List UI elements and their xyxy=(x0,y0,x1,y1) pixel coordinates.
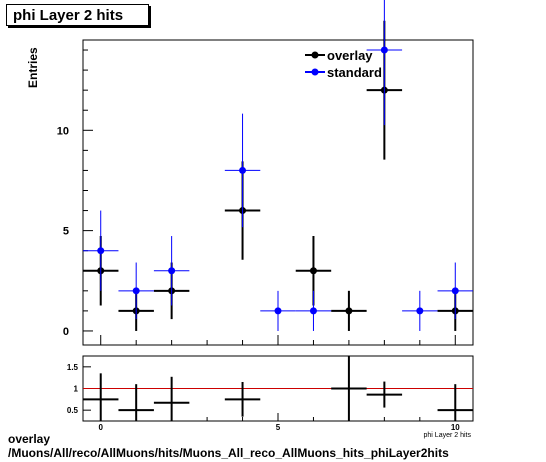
chart-title: phi Layer 2 hits xyxy=(6,4,149,26)
ratio-x-tick-label: 10 xyxy=(451,423,460,432)
overlay-point xyxy=(309,267,317,275)
standard-point xyxy=(451,287,459,295)
standard-point xyxy=(168,267,176,275)
ratio-axes: 0.5 1 1.5 0 5 10 xyxy=(67,363,473,432)
legend-marker xyxy=(311,51,319,59)
ratio-y-tick-label: 0.5 xyxy=(67,406,79,415)
standard-point xyxy=(380,46,388,54)
legend: overlay standard xyxy=(305,48,382,80)
ratio-y-tick-label: 1 xyxy=(74,385,79,394)
main-axes: 0 5 10 xyxy=(57,49,456,345)
y-tick-label: 5 xyxy=(63,226,69,238)
y-axis-label: Entries xyxy=(26,47,40,88)
x-axis-label: phi Layer 2 hits xyxy=(424,432,472,439)
ratio-x-tick-label: 0 xyxy=(99,423,104,432)
footer-line-1: overlay xyxy=(8,432,51,446)
standard-point xyxy=(239,166,247,174)
y-tick-label: 10 xyxy=(57,125,69,137)
ratio-y-tick-label: 1.5 xyxy=(67,363,79,372)
overlay-point xyxy=(345,307,353,315)
standard-point xyxy=(416,307,424,315)
standard-point xyxy=(132,287,140,295)
ratio-series-layer xyxy=(83,356,473,421)
footer-line-2: /Muons/All/reco/AllMuons/hits/Muons_All_… xyxy=(8,446,449,460)
standard-point xyxy=(97,247,105,255)
main-series-layer xyxy=(83,0,473,331)
legend-label: overlay xyxy=(327,48,373,63)
standard-point xyxy=(309,307,317,315)
standard-point xyxy=(274,307,282,315)
legend-label: standard xyxy=(327,65,382,80)
legend-marker xyxy=(311,68,319,76)
y-tick-label: 0 xyxy=(63,326,69,338)
ratio-x-tick-label: 5 xyxy=(276,423,281,432)
